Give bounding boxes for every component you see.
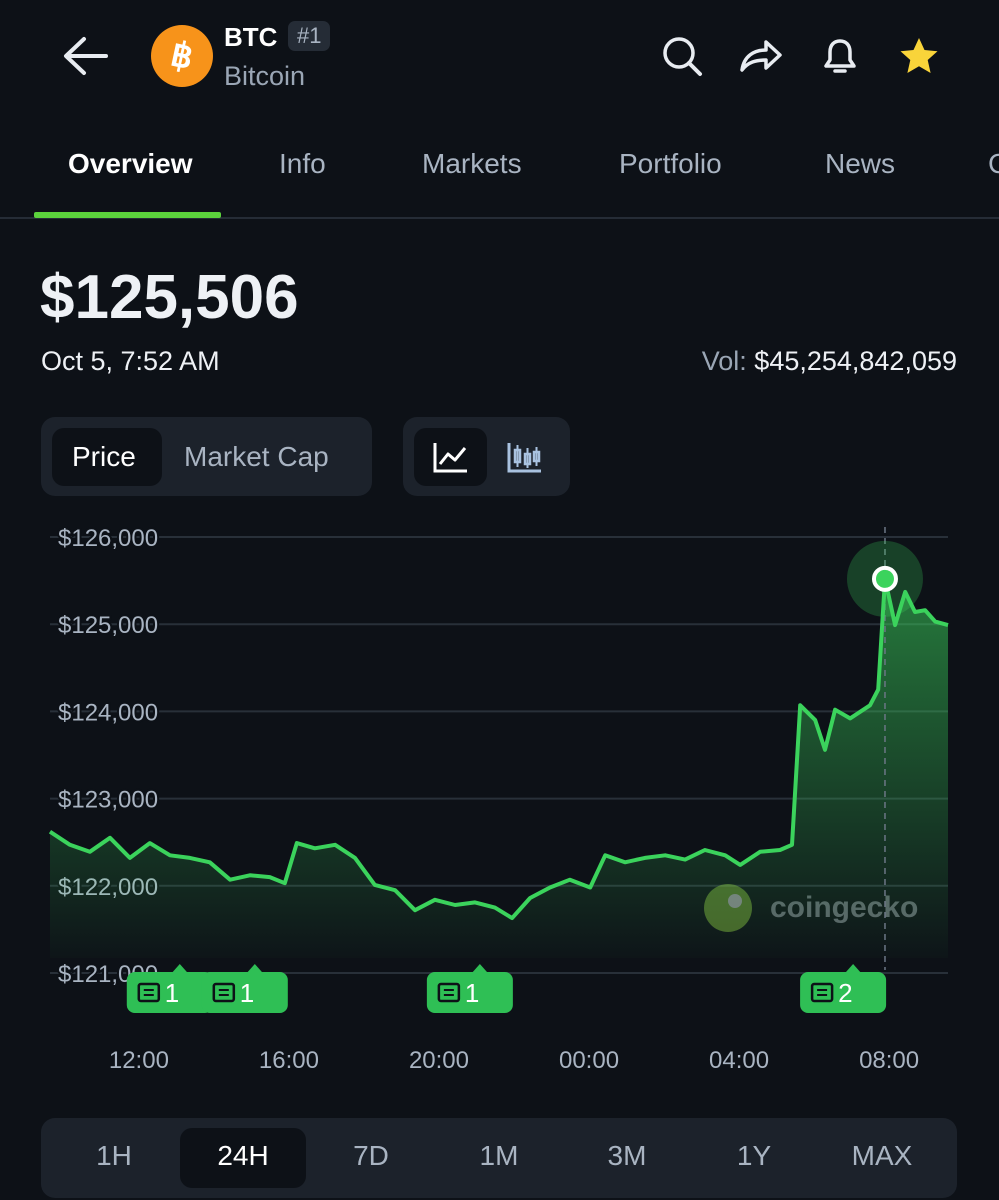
news-pointer [171, 964, 188, 973]
toggle-option[interactable]: Market Cap [184, 441, 329, 472]
news-marker[interactable]: 1 [201, 964, 288, 1013]
news-count: 1 [165, 978, 179, 1008]
news-marker[interactable]: 1 [426, 964, 513, 1013]
news-pill [201, 972, 288, 1013]
news-marker[interactable]: 2 [800, 964, 887, 1013]
volume-row: Vol: $45,254,842,059 [702, 346, 957, 377]
range-option[interactable]: 3M [607, 1140, 647, 1171]
range-option[interactable]: 7D [353, 1140, 389, 1171]
news-count: 1 [465, 978, 479, 1008]
range-option[interactable]: 24H [217, 1140, 269, 1171]
toggle-option[interactable]: Price [72, 441, 136, 472]
timestamp: Oct 5, 7:52 AM [41, 346, 220, 376]
news-pointer [845, 964, 862, 973]
news-icon [810, 982, 834, 1003]
price-line [48, 576, 949, 921]
active-tab-indicator [34, 212, 221, 218]
coin-name: Bitcoin [224, 61, 306, 91]
x-tick-label: 04:00 [709, 1047, 769, 1074]
range-option[interactable]: MAX [851, 1140, 913, 1171]
range-option[interactable]: 1M [479, 1140, 519, 1171]
coin-symbol: BTC [224, 22, 278, 52]
news-pointer [246, 964, 263, 973]
price: $125,506 [40, 263, 299, 332]
volume-label: Vol: [701, 346, 747, 376]
y-tick-label: $125,000 [58, 612, 158, 639]
search-icon[interactable] [660, 34, 704, 78]
y-tick-label: $124,000 [58, 699, 158, 726]
news-marker[interactable]: 1 [126, 964, 213, 1013]
tab[interactable]: Portfolio [619, 148, 722, 179]
news-icon [437, 982, 461, 1003]
rank-badge: #1 [288, 21, 331, 51]
news-pill [800, 972, 887, 1013]
tab[interactable]: News [825, 148, 896, 179]
tab[interactable]: C [988, 148, 999, 179]
bell-icon[interactable] [820, 34, 860, 78]
news-pointer [471, 964, 488, 973]
back-button[interactable] [60, 34, 112, 78]
news-count: 2 [838, 978, 852, 1008]
news-pill [126, 972, 213, 1013]
range-option[interactable]: 1Y [736, 1140, 772, 1171]
volume: $45,254,842,059 [754, 346, 957, 376]
price-chart: $121,000$122,000$123,000$124,000$125,000… [48, 523, 949, 1074]
x-tick-label: 20:00 [409, 1047, 469, 1074]
news-icon [137, 982, 161, 1003]
active-range-bg [180, 1128, 306, 1188]
tab[interactable]: Markets [422, 148, 522, 179]
y-tick-label: $123,000 [58, 787, 158, 814]
favorite-star[interactable] [898, 36, 940, 76]
price-area [50, 578, 948, 958]
coin-logo: ฿ [151, 25, 213, 87]
candlestick-icon[interactable] [506, 440, 544, 474]
x-tick-label: 16:00 [259, 1047, 319, 1074]
share-icon[interactable] [738, 36, 784, 76]
tab[interactable]: Info [279, 148, 326, 179]
range-option[interactable]: 1H [96, 1140, 132, 1171]
y-tick-label: $126,000 [58, 525, 158, 552]
active-toggle-bg [52, 428, 162, 486]
news-count: 1 [240, 978, 254, 1008]
x-tick-label: 12:00 [109, 1047, 169, 1074]
x-tick-label: 00:00 [559, 1047, 619, 1074]
news-pill [426, 972, 513, 1013]
tab[interactable]: Overview [68, 148, 193, 179]
selection-point [871, 565, 898, 592]
tab-divider [0, 217, 999, 219]
x-tick-label: 08:00 [859, 1047, 919, 1074]
line-chart-icon[interactable] [432, 440, 470, 474]
news-icon [212, 982, 236, 1003]
